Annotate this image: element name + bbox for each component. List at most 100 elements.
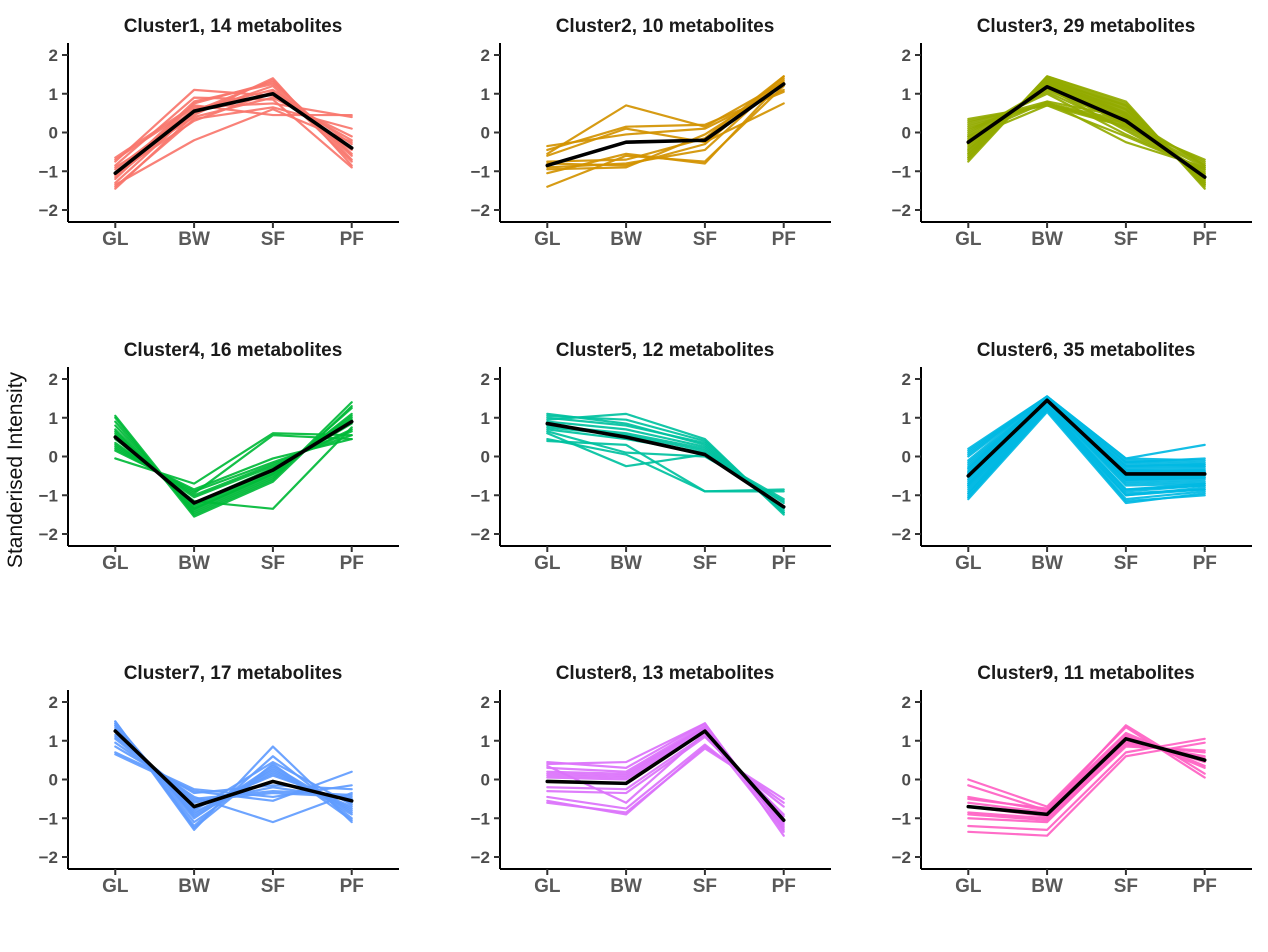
panel-title: Cluster6, 35 metabolites [977, 340, 1196, 361]
x-category-label: SF [693, 553, 717, 574]
x-category-label: SF [1114, 229, 1138, 250]
y-tick-label: −2 [471, 525, 490, 544]
metabolite-line [967, 733, 1206, 812]
panel-title: Cluster1, 14 metabolites [124, 16, 343, 37]
panel-title: Cluster4, 16 metabolites [124, 340, 343, 361]
metabolite-line [114, 741, 353, 824]
metabolite-line [967, 397, 1206, 468]
y-tick-label: −1 [471, 809, 490, 828]
x-category-label: BW [610, 553, 642, 574]
metabolite-line [546, 79, 785, 175]
y-tick-label: 1 [49, 732, 58, 751]
y-tick-label: −2 [471, 848, 490, 867]
x-category-label: SF [261, 876, 285, 897]
metabolite-line [967, 401, 1206, 481]
metabolite-line [967, 104, 1206, 161]
metabolite-line [967, 397, 1206, 472]
y-tick-label: 0 [49, 771, 58, 790]
cluster7-plot-area: 2 1 0 −1 −2 GL BW SF PF [39, 690, 399, 897]
y-tick-label: 1 [902, 409, 911, 428]
x-category-label: PF [1193, 876, 1217, 897]
y-tick-label: −1 [892, 809, 911, 828]
metabolite-line [546, 731, 785, 833]
y-tick-label: −2 [471, 201, 490, 220]
metabolite-line [114, 401, 353, 516]
x-category-label: GL [102, 876, 129, 897]
panel-title: Cluster5, 12 metabolites [556, 340, 775, 361]
y-tick-label: 0 [902, 448, 911, 467]
y-tick-label: −1 [892, 162, 911, 181]
x-category-label: PF [340, 553, 364, 574]
y-tick-label: 0 [481, 771, 490, 790]
cluster1-plot-area: 2 1 0 −1 −2 GL BW SF PF [39, 43, 399, 250]
y-tick-label: −2 [39, 848, 58, 867]
metabolite-line [967, 406, 1206, 497]
y-tick-label: −2 [892, 201, 911, 220]
panel-title: Cluster7, 17 metabolites [124, 663, 343, 684]
x-category-label: PF [340, 876, 364, 897]
y-tick-label: −1 [471, 162, 490, 181]
metabolite-line [967, 737, 1206, 831]
y-tick-label: 1 [902, 85, 911, 104]
cluster4-panel: Cluster4, 16 metabolites 2 1 0 −1 −2 GL BW SF PF [39, 340, 399, 574]
cluster-mean-line [113, 729, 354, 809]
cluster-mean-line [113, 419, 354, 505]
x-category-label: PF [1193, 229, 1217, 250]
panel-title: Cluster2, 10 metabolites [556, 16, 775, 37]
metabolite-line [114, 724, 353, 824]
x-category-label: BW [178, 229, 210, 250]
y-tick-label: −1 [892, 486, 911, 505]
cluster-mean-line [966, 398, 1207, 478]
y-tick-label: −1 [39, 486, 58, 505]
y-tick-label: −2 [39, 525, 58, 544]
y-tick-label: 2 [902, 693, 911, 712]
metabolite-line [114, 79, 353, 184]
metabolite-line [114, 106, 353, 188]
x-category-label: BW [610, 229, 642, 250]
x-category-label: PF [772, 553, 796, 574]
x-category-label: BW [178, 553, 210, 574]
cluster2-plot-area: 2 1 0 −1 −2 GL BW SF PF [471, 43, 831, 250]
y-tick-label: 2 [902, 46, 911, 65]
y-tick-label: 2 [49, 693, 58, 712]
cluster-mean-line [545, 729, 786, 822]
cluster6-panel: Cluster6, 35 metabolites 2 1 0 −1 −2 GL BW SF PF [892, 340, 1252, 574]
x-category-label: SF [693, 229, 717, 250]
y-tick-label: −2 [39, 201, 58, 220]
metabolite-line [114, 724, 353, 820]
cluster2-panel: Cluster2, 10 metabolites 2 1 0 −1 −2 GL BW SF PF [471, 16, 831, 250]
metabolite-line [967, 77, 1206, 186]
metabolite-line [114, 104, 353, 159]
metabolite-line [967, 741, 1206, 837]
y-tick-label: 1 [49, 409, 58, 428]
y-tick-label: 1 [481, 409, 490, 428]
cluster5-plot-area: 2 1 0 −1 −2 GL BW SF PF [471, 367, 831, 574]
x-category-label: SF [1114, 876, 1138, 897]
panel-title: Cluster9, 11 metabolites [977, 663, 1195, 684]
x-category-label: SF [1114, 553, 1138, 574]
y-tick-label: 0 [49, 124, 58, 143]
x-category-label: GL [102, 553, 129, 574]
y-tick-label: 1 [481, 85, 490, 104]
metabolite-line [114, 405, 353, 518]
cluster9-plot-area: 2 1 0 −1 −2 GL BW SF PF [892, 690, 1252, 897]
x-category-label: BW [178, 876, 210, 897]
y-tick-label: 2 [481, 693, 490, 712]
y-tick-label: −2 [892, 848, 911, 867]
x-category-label: GL [102, 229, 129, 250]
x-category-label: GL [534, 876, 561, 897]
y-tick-label: 2 [902, 370, 911, 389]
y-tick-label: 1 [902, 732, 911, 751]
cluster-mean-line [113, 91, 354, 175]
y-tick-label: −2 [892, 525, 911, 544]
y-tick-label: 0 [902, 124, 911, 143]
cluster5-panel: Cluster5, 12 metabolites 2 1 0 −1 −2 GL BW SF PF [471, 340, 831, 574]
cluster3-panel: Cluster3, 29 metabolites 2 1 0 −1 −2 GL BW SF PF [892, 16, 1252, 250]
metabolite-line [114, 108, 353, 186]
cluster3-plot-area: 2 1 0 −1 −2 GL BW SF PF [892, 43, 1252, 250]
y-tick-label: 0 [49, 448, 58, 467]
y-tick-label: 0 [902, 771, 911, 790]
cluster-mean-line [966, 84, 1207, 179]
x-category-label: PF [772, 876, 796, 897]
